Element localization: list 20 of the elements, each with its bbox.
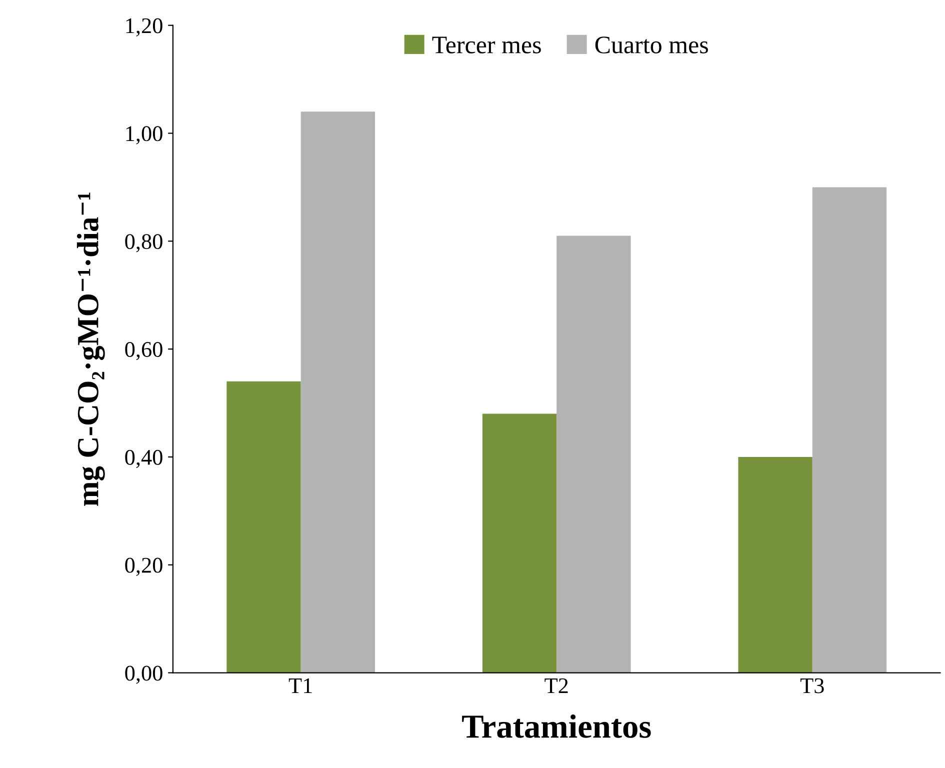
y-tick-label: 0,00: [125, 666, 162, 684]
bar: [812, 187, 887, 673]
x-tick-label: T1: [288, 678, 312, 694]
x-axis-title: Tratamientos: [462, 714, 651, 738]
y-tick-label: 0,80: [125, 234, 162, 252]
bar: [300, 112, 375, 673]
y-tick-label: 0,40: [125, 450, 162, 468]
y-tick-label: 1,20: [126, 18, 162, 36]
bar: [738, 456, 812, 673]
x-tick-label: T3: [800, 678, 824, 694]
bar: [556, 236, 631, 673]
bar: [482, 414, 557, 673]
x-tick-label: T2: [544, 678, 568, 694]
y-axis-title: mg C-CO₂·gMO⁻¹·dia⁻¹: [76, 192, 105, 506]
legend-label: Tercer mes: [432, 36, 541, 54]
y-tick-label: 0,20: [125, 558, 162, 576]
bar: [226, 381, 301, 673]
y-tick-label: 0,60: [125, 342, 162, 360]
y-tick-label: 1,00: [126, 126, 162, 144]
legend-label: Cuarto mes: [595, 36, 708, 54]
